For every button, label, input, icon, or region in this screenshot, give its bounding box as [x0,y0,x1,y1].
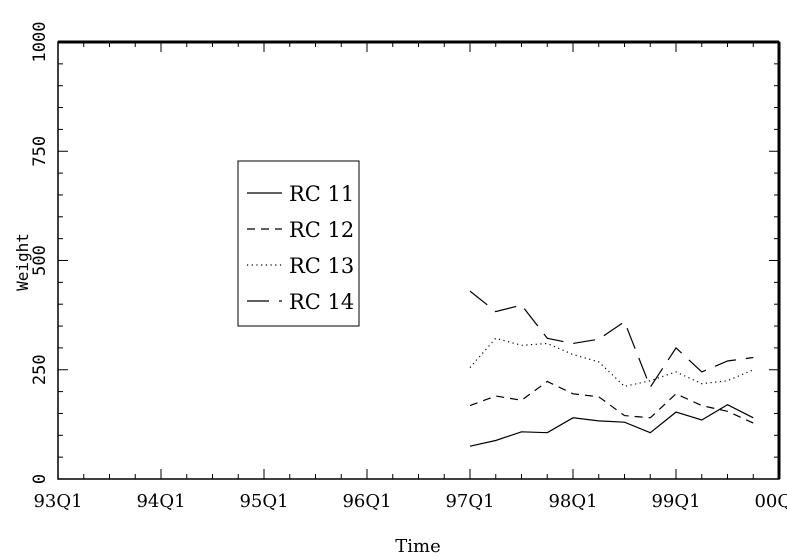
y-tick-label: 750 [30,136,50,167]
x-tick-label: 93Q1 [33,491,82,512]
series-line-2 [469,380,754,424]
axis-ticks: 93Q1 94Q1 95Q1 96Q1 97Q1 98Q1 99Q1 00Q1 0 250 500 7… [30,22,787,512]
legend-label: RC 13 [289,254,354,278]
y-tick-label: 500 [30,245,50,276]
y-tick-label: 250 [30,354,50,385]
y-tick-label: 0 [30,474,50,484]
legend: RC 11 RC 12 RC 13 RC 14 [237,160,360,327]
series-line-3 [469,337,754,388]
x-tick-label: 95Q1 [239,491,288,512]
legend-label: RC 12 [289,218,354,242]
x-tick-label: 97Q1 [445,491,494,512]
legend-label: RC 11 [289,182,354,206]
legend-label: RC 14 [289,290,354,314]
legend-box [237,160,360,327]
y-tick-label: 1000 [30,22,50,63]
plot-frame [57,41,780,480]
x-tick-label: 99Q1 [651,491,700,512]
series-lines [469,290,754,447]
plot-area [57,40,781,480]
x-axis-title: Time [395,536,440,557]
series-line-1 [469,404,754,447]
series-line-4 [469,290,754,389]
y-axis-title: Weight [13,233,32,291]
x-tick-label: 94Q1 [136,491,185,512]
x-tick-label: 00Q1 [754,491,787,512]
x-tick-label: 96Q1 [342,491,391,512]
x-tick-label: 98Q1 [548,491,597,512]
